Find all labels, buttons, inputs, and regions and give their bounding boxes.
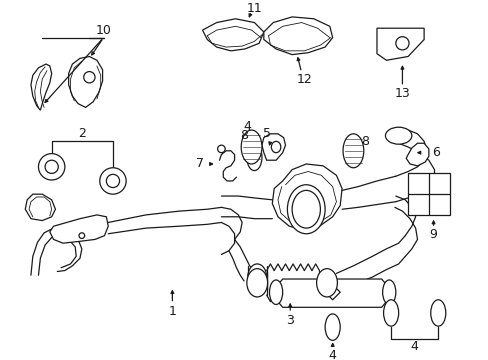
Text: 8: 8 [360,135,368,148]
Text: 6: 6 [431,146,439,159]
Polygon shape [262,134,285,160]
Ellipse shape [246,144,262,171]
Text: 4: 4 [244,120,251,133]
Ellipse shape [217,145,224,153]
Polygon shape [277,279,386,307]
Ellipse shape [271,141,280,153]
Ellipse shape [291,190,320,228]
Ellipse shape [247,264,266,290]
Ellipse shape [287,185,325,234]
Ellipse shape [382,280,395,305]
Polygon shape [376,28,423,60]
Ellipse shape [385,127,411,144]
Ellipse shape [325,314,340,340]
Ellipse shape [383,300,398,326]
Bar [407,174,448,215]
Polygon shape [264,17,332,55]
Ellipse shape [83,72,95,83]
Ellipse shape [45,160,58,174]
Ellipse shape [241,130,262,164]
Text: 2: 2 [78,127,85,140]
Text: 9: 9 [429,228,437,241]
Polygon shape [68,57,102,107]
Ellipse shape [79,233,84,238]
Text: 3: 3 [285,314,294,327]
Text: 11: 11 [246,2,262,15]
Text: 8: 8 [240,129,247,142]
Text: 1: 1 [168,305,176,318]
Ellipse shape [343,134,363,168]
Ellipse shape [430,300,445,326]
Ellipse shape [246,269,267,297]
Text: 13: 13 [394,87,409,100]
Ellipse shape [39,154,65,180]
Text: 7: 7 [195,157,203,171]
Polygon shape [406,143,428,166]
Ellipse shape [269,280,282,305]
Polygon shape [25,194,55,221]
Text: 12: 12 [296,73,312,86]
Polygon shape [31,64,52,110]
Polygon shape [202,19,264,51]
Ellipse shape [395,37,408,50]
Ellipse shape [100,168,126,194]
Text: 10: 10 [95,24,111,37]
Ellipse shape [316,269,337,297]
Text: 4: 4 [410,341,418,354]
Polygon shape [272,164,342,230]
Text: 5: 5 [262,127,270,140]
Polygon shape [50,215,108,243]
Ellipse shape [106,174,120,188]
Text: 4: 4 [328,349,336,360]
